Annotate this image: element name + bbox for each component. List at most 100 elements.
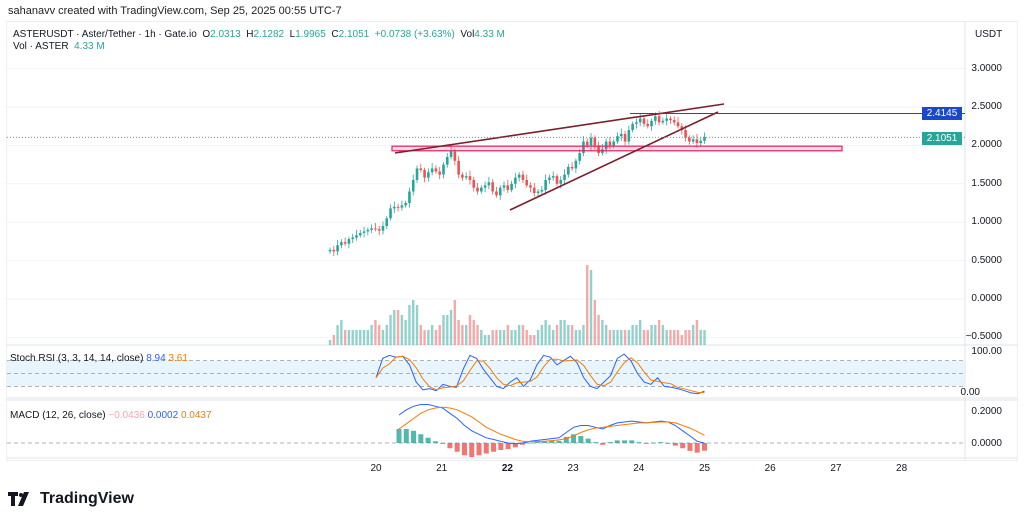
volume-bar: [438, 325, 441, 345]
candle-body: [495, 191, 498, 196]
macd-histogram-bar: [440, 443, 446, 444]
volume-bar: [343, 330, 347, 345]
macd-histogram-bar: [411, 430, 417, 443]
volume-bar: [510, 330, 513, 345]
low-label: L: [289, 29, 296, 40]
volume-bar: [608, 330, 612, 345]
candle-body: [680, 126, 684, 131]
symbol-title[interactable]: ASTERUSDT · Aster/Tether · 1h · Gate.io: [13, 29, 197, 40]
volume-bar: [601, 320, 604, 345]
candle-body: [442, 164, 445, 175]
candle-body: [676, 122, 680, 127]
volume-bar: [582, 325, 585, 345]
macd-signal-value: 0.0437: [180, 410, 212, 421]
lower-trendline: [509, 111, 719, 211]
volume-bar: [612, 330, 615, 345]
candle-body: [480, 187, 483, 192]
volume-bar: [404, 320, 407, 345]
tradingview-logo[interactable]: TradingView: [8, 490, 134, 508]
candle-body: [336, 245, 339, 252]
volume-bar: [684, 330, 687, 345]
currency-label[interactable]: USDT: [975, 29, 1003, 40]
stoch-rsi-legend: Stoch RSI (3, 3, 14, 14, close) 8.94 3.6…: [10, 353, 188, 364]
volume-legend: Vol · ASTER 4.33 M: [13, 41, 105, 52]
volume-bar: [408, 305, 411, 345]
price-axis-label: 2.5000: [971, 101, 1002, 112]
volume-bar: [461, 325, 464, 345]
candle-body: [411, 179, 415, 192]
volume-bar: [480, 330, 483, 345]
macd-histogram-bar: [483, 443, 489, 454]
volume-bar: [506, 325, 509, 345]
candle-body: [616, 136, 619, 142]
candle-body: [529, 185, 532, 188]
volume-bar: [597, 315, 600, 345]
macd-histogram-bar: [520, 443, 526, 445]
macd-histogram-bar: [461, 443, 467, 456]
stoch-d-value: 3.61: [168, 353, 188, 364]
candle-body: [468, 176, 472, 180]
macd-histogram-bar: [454, 443, 460, 452]
open-label: O: [202, 29, 211, 40]
volume-bar: [347, 330, 351, 345]
close-value: 2.1051: [338, 29, 370, 40]
stoch-rsi-title[interactable]: Stoch RSI (3, 3, 14, 14, close): [10, 353, 144, 364]
candle-body: [393, 206, 396, 209]
volume-bar: [359, 330, 362, 345]
candle-body: [332, 249, 336, 252]
macd-histogram-bar: [585, 438, 591, 443]
candle-body: [559, 179, 563, 184]
macd-histogram-bar: [600, 443, 606, 445]
macd-histogram-bar: [469, 443, 475, 457]
volume-bar: [548, 325, 551, 345]
price-axis-label: −0.5000: [965, 331, 1002, 343]
candle-body: [506, 185, 510, 190]
volume-bar: [570, 325, 574, 345]
volume-bar: [495, 330, 498, 345]
candle-body: [355, 235, 358, 238]
volume-bar: [502, 330, 506, 345]
candle-body: [370, 228, 373, 230]
candle-body: [703, 136, 706, 141]
volume-bar: [517, 325, 521, 345]
macd-histogram-bar: [556, 440, 562, 443]
candle-body: [483, 185, 487, 188]
volume-title[interactable]: Vol · ASTER: [13, 41, 69, 52]
time-axis-label: 21: [436, 463, 448, 474]
volume-value: 4.33 M: [74, 41, 105, 52]
volume-bar: [423, 330, 426, 345]
candle-body: [619, 133, 623, 137]
candle-body: [578, 153, 581, 161]
candle-body: [457, 160, 460, 175]
candle-body: [408, 191, 411, 203]
candle-body: [672, 120, 676, 123]
candle-body: [691, 139, 695, 142]
volume-bar: [468, 315, 472, 345]
stoch-d-line: [375, 355, 705, 394]
volume-bar: [563, 320, 566, 345]
candle-body: [563, 174, 566, 180]
candle-body: [351, 237, 355, 240]
candle-body: [415, 168, 419, 180]
high-label: H: [246, 29, 254, 40]
volume-bar: [393, 310, 396, 345]
macd-histogram-bar: [491, 443, 497, 452]
volume-bar: [638, 320, 642, 345]
upper-trendline: [394, 103, 725, 154]
candle-body: [684, 130, 687, 138]
vol-label: Vol: [460, 29, 475, 40]
candle-body: [404, 203, 407, 206]
candle-body: [642, 118, 646, 124]
volume-bar: [635, 325, 638, 345]
volume-bar: [525, 330, 528, 345]
candle-body: [631, 123, 634, 131]
stoch-k-value: 8.94: [146, 353, 166, 364]
stoch-k-line: [375, 353, 705, 395]
macd-title[interactable]: MACD (12, 26, close): [10, 410, 106, 421]
candle-body: [381, 226, 385, 231]
volume-bar: [385, 325, 388, 345]
candle-body: [597, 145, 600, 154]
macd-histogram-bar: [512, 443, 518, 448]
candle-body: [669, 118, 672, 121]
